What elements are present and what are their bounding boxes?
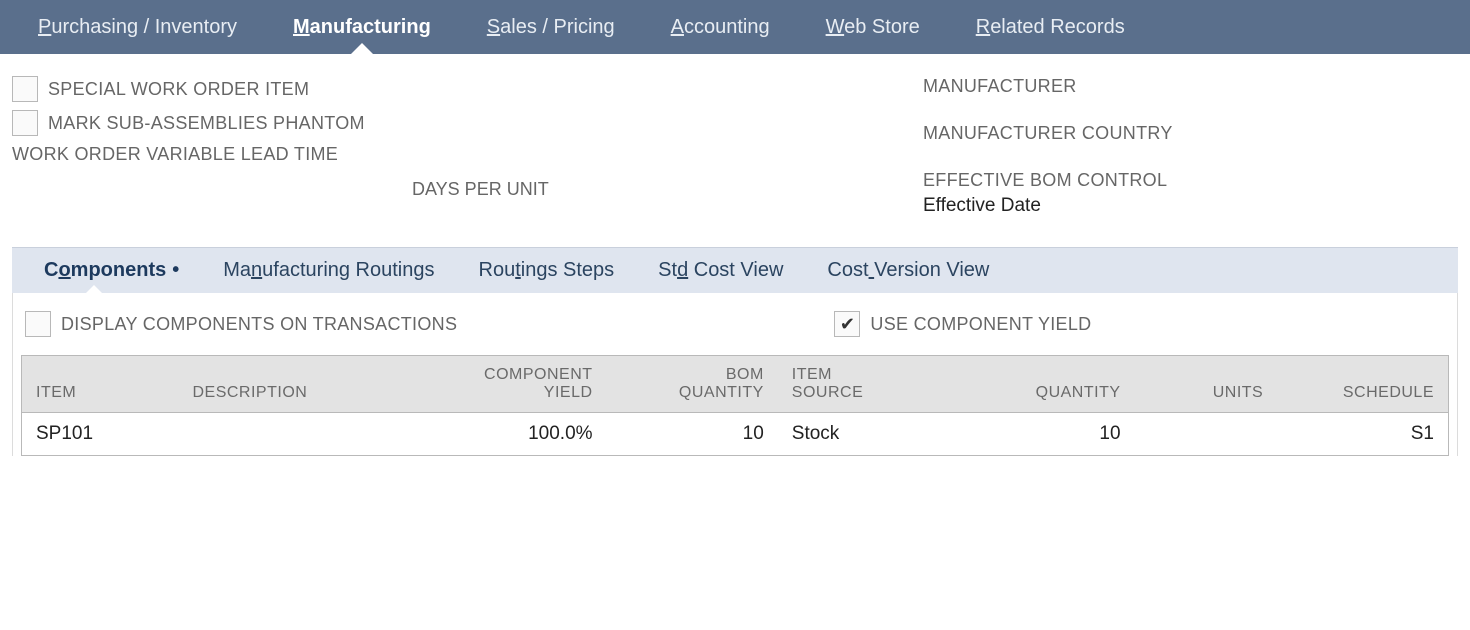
tab-rest: eb Store (844, 16, 920, 38)
col-units[interactable]: UNITS (1135, 356, 1278, 413)
field-manufacturer: MANUFACTURER (923, 76, 1458, 97)
subtab-cost-version-view[interactable]: Cost Version View (805, 248, 1011, 294)
col-schedule[interactable]: SCHEDULE (1277, 356, 1448, 413)
tab-key: R (976, 16, 990, 38)
tab-purchasing-inventory[interactable]: Purchasing / Inventory (10, 0, 265, 54)
subtab-components[interactable]: Components• (22, 248, 201, 294)
label-mark-sub-phantom: MARK SUB-ASSEMBLIES PHANTOM (48, 113, 365, 134)
col-item-source[interactable]: ITEM SOURCE (778, 356, 935, 413)
tab-key: M (293, 16, 310, 38)
subtab-pre: C (44, 259, 58, 281)
components-table-body: SP101 100.0% 10 Stock 10 S1 (22, 413, 1449, 456)
col-component-yield[interactable]: COMPONENT YIELD (407, 356, 607, 413)
tab-rest: ales / Pricing (500, 16, 615, 38)
subtab-post: Version View (874, 259, 989, 281)
subtab-key: d (677, 259, 688, 281)
col-description[interactable]: DESCRIPTION (178, 356, 406, 413)
label-effective-bom-control: EFFECTIVE BOM CONTROL (923, 170, 1458, 191)
form-right-column: MANUFACTURER MANUFACTURER COUNTRY EFFECT… (923, 76, 1458, 217)
tab-accounting[interactable]: Accounting (643, 0, 798, 54)
checkbox-use-component-yield[interactable] (834, 311, 860, 337)
subtab-pre: Ma (223, 259, 251, 281)
cell-item[interactable]: SP101 (22, 413, 179, 456)
components-table-head: ITEM DESCRIPTION COMPONENT YIELD BOM QUA… (22, 356, 1449, 413)
tab-rest: ccounting (684, 16, 770, 38)
field-days-per-unit: DAYS PER UNIT (12, 173, 923, 200)
subtab-pre: Cost (827, 259, 868, 281)
subtab-key: o (58, 259, 70, 281)
checkbox-display-on-transactions[interactable] (25, 311, 51, 337)
cell-units (1135, 413, 1278, 456)
tab-rest: urchasing / Inventory (51, 16, 237, 38)
subtab-std-cost-view[interactable]: Std Cost View (636, 248, 805, 294)
subtab-key: n (251, 259, 262, 281)
field-special-work-order-item: SPECIAL WORK ORDER ITEM (12, 76, 923, 102)
cell-description (178, 413, 406, 456)
field-manufacturer-country: MANUFACTURER COUNTRY (923, 123, 1458, 144)
subtab-mfg-routings[interactable]: Manufacturing Routings (201, 248, 456, 294)
tab-web-store[interactable]: Web Store (798, 0, 948, 54)
field-effective-bom-control: EFFECTIVE BOM CONTROL Effective Date (923, 170, 1458, 217)
subtab-post: mponents (71, 259, 167, 281)
label-use-component-yield: USE COMPONENT YIELD (870, 314, 1091, 335)
subtab-post: ufacturing Routings (262, 259, 434, 281)
opt-display-on-txn: DISPLAY COMPONENTS ON TRANSACTIONS (25, 311, 834, 337)
tab-related-records[interactable]: Related Records (948, 0, 1153, 54)
checkbox-mark-sub-phantom[interactable] (12, 110, 38, 136)
cell-bom-quantity: 10 (607, 413, 778, 456)
subtab-post: Cost View (688, 259, 783, 281)
sub-tab-bar: Components• Manufacturing Routings Routi… (12, 247, 1458, 293)
top-tab-bar: Purchasing / Inventory Manufacturing Sal… (0, 0, 1470, 54)
label-manufacturer: MANUFACTURER (923, 76, 1458, 97)
tab-key: S (487, 16, 500, 38)
components-panel: DISPLAY COMPONENTS ON TRANSACTIONS USE C… (12, 293, 1458, 456)
value-effective-bom-control: Effective Date (923, 195, 1041, 216)
subtab-active-marker: • (172, 259, 179, 281)
table-row[interactable]: SP101 100.0% 10 Stock 10 S1 (22, 413, 1449, 456)
label-days-per-unit: DAYS PER UNIT (412, 179, 549, 200)
cell-component-yield: 100.0% (407, 413, 607, 456)
tab-rest: elated Records (990, 16, 1125, 38)
subtab-routings-steps[interactable]: Routings Steps (457, 248, 637, 294)
opt-use-component-yield: USE COMPONENT YIELD (834, 311, 1091, 337)
field-wo-variable-lead-time: WORK ORDER VARIABLE LEAD TIME (12, 144, 923, 165)
subtab-post: ings Steps (521, 259, 614, 281)
cell-item-source: Stock (778, 413, 935, 456)
label-display-on-transactions: DISPLAY COMPONENTS ON TRANSACTIONS (61, 314, 457, 335)
label-wo-variable-lead-time: WORK ORDER VARIABLE LEAD TIME (12, 144, 338, 165)
tab-key: W (826, 16, 845, 38)
col-item[interactable]: ITEM (22, 356, 179, 413)
components-table: ITEM DESCRIPTION COMPONENT YIELD BOM QUA… (21, 355, 1449, 456)
label-manufacturer-country: MANUFACTURER COUNTRY (923, 123, 1458, 144)
checkbox-special-work-order-item[interactable] (12, 76, 38, 102)
subtab-pre: St (658, 259, 677, 281)
tab-key: P (38, 16, 51, 38)
components-options: DISPLAY COMPONENTS ON TRANSACTIONS USE C… (13, 311, 1457, 355)
tab-key: A (671, 16, 684, 38)
tab-manufacturing[interactable]: Manufacturing (265, 0, 459, 54)
label-special-work-order-item: SPECIAL WORK ORDER ITEM (48, 79, 309, 100)
tab-sales-pricing[interactable]: Sales / Pricing (459, 0, 643, 54)
col-bom-quantity[interactable]: BOM QUANTITY (607, 356, 778, 413)
cell-schedule[interactable]: S1 (1277, 413, 1448, 456)
manufacturing-form: SPECIAL WORK ORDER ITEM MARK SUB-ASSEMBL… (0, 54, 1470, 247)
form-left-column: SPECIAL WORK ORDER ITEM MARK SUB-ASSEMBL… (12, 76, 923, 217)
cell-quantity: 10 (935, 413, 1135, 456)
col-quantity[interactable]: QUANTITY (935, 356, 1135, 413)
field-mark-sub-phantom: MARK SUB-ASSEMBLIES PHANTOM (12, 110, 923, 136)
tab-rest: anufacturing (310, 16, 431, 38)
subtab-pre: Rou (479, 259, 516, 281)
